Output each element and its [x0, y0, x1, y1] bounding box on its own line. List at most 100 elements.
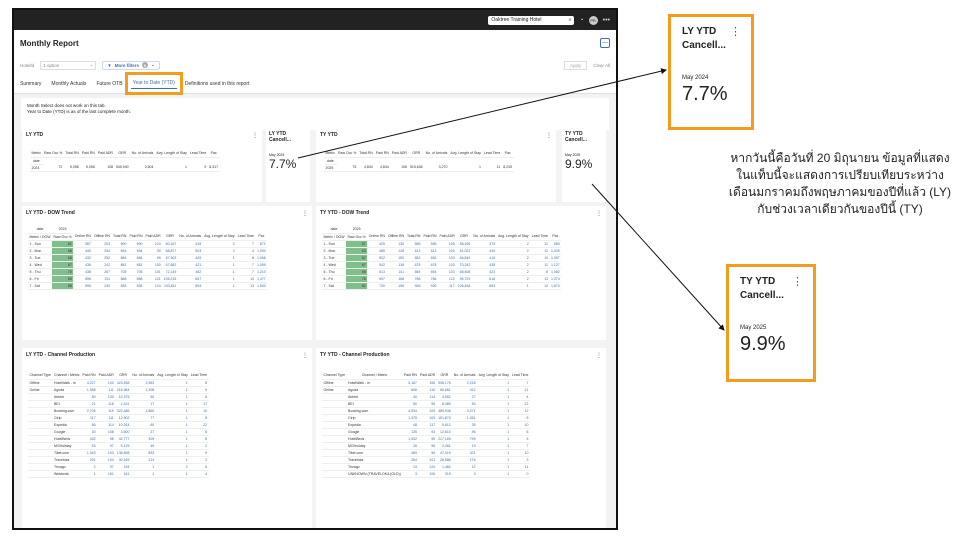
table-cell: 1 [154, 164, 189, 172]
tab-future-otb[interactable]: Future OTB [96, 80, 123, 87]
table-cell: 321 [452, 449, 478, 457]
table-cell [28, 463, 53, 471]
table-cell: 70 [52, 268, 74, 276]
table-cell: 8,240 [501, 164, 514, 172]
kebab-icon[interactable]: ⋮ [546, 133, 552, 139]
table-header: Channel / Metric [346, 372, 403, 380]
table-cell: 1 [477, 428, 511, 436]
table-header: No. of Arrivals [130, 372, 156, 380]
table-header: Paid ADR [96, 150, 115, 158]
table-cell: 95 [418, 435, 437, 443]
callout-value: 9.9% [740, 333, 786, 355]
kebab-icon[interactable]: ⋮ [302, 211, 308, 217]
table-row: 4 - Wed 67 542 136 678 678 103 70,242 438 2 11 1,12… [322, 261, 562, 269]
chevron-down-icon: ⌄ [151, 62, 155, 67]
table-cell: 49 [130, 442, 156, 450]
collapse-icon[interactable]: — [600, 38, 610, 48]
more-filters-label: More filters [114, 62, 139, 68]
table-cell: Airbnb [52, 393, 82, 401]
table-header: No. of Arrivals [471, 233, 497, 241]
table-cell: 319 [436, 470, 453, 478]
apply-button[interactable]: Apply [563, 60, 588, 70]
table-cell: Booking.com [52, 407, 82, 415]
table-cell: 3 [452, 470, 478, 478]
table-row: Tiket.com 489 96 47,019 321 1 10 [322, 449, 530, 457]
table-header: Avg. Length of Stay [496, 233, 531, 241]
table-cell: 4 [510, 393, 530, 401]
ty-dow-card: TY YTD - DOW Trend ⋮ date 2025 Metric / DO… [316, 206, 606, 340]
table-cell: 1 [477, 442, 511, 450]
card-title: TY YTD - Channel Production [320, 352, 390, 358]
kebab-icon[interactable]: ⋮ [596, 211, 602, 217]
table-cell: 291 [81, 456, 98, 464]
table-cell [28, 442, 53, 450]
table-cell [28, 407, 53, 415]
table-cell: 21 [81, 400, 98, 408]
table-cell [322, 421, 347, 429]
tab-ytd[interactable]: Year to Date (YTD) [124, 72, 183, 95]
table-cell: 119 [97, 407, 116, 415]
table-cell: 106 [390, 164, 409, 172]
tab-definitions[interactable]: Definitions used in this report [184, 80, 250, 87]
table-cell: 1,127 [549, 261, 562, 269]
tab-summary[interactable]: Summary [20, 80, 42, 87]
table-cell: 10,375 [115, 393, 131, 401]
table-cell: 1 [202, 261, 237, 269]
table-cell: 766 [421, 275, 438, 283]
more-filters-button[interactable]: ▼ More filters 0 ⌄ [102, 60, 160, 70]
hotel-filter-select[interactable]: 1 option ⌄ [40, 60, 97, 70]
table-cell: 110 [418, 386, 437, 394]
table-cell: 705 [127, 268, 144, 276]
table-cell [28, 456, 53, 464]
table-cell: 542 [367, 261, 387, 269]
table-header: GRR [162, 233, 178, 241]
tab-monthly-actuals[interactable]: Monthly Actuals [51, 80, 87, 87]
kebab-icon[interactable]: ⋮ [596, 353, 602, 359]
table-cell: Traveloka [346, 456, 403, 464]
table-cell: 267 [92, 268, 112, 276]
table-cell: 416 [471, 254, 497, 262]
table-cell: 4 [236, 247, 256, 255]
kebab-icon[interactable]: ⋮ [252, 133, 258, 139]
table-cell: 108 [96, 164, 115, 172]
table-cell: 2,461 [436, 442, 453, 450]
table-cell: 681 [127, 261, 144, 269]
table-cell: 2,705 [81, 407, 98, 415]
table-cell: 66,849 [456, 254, 472, 262]
kebab-icon[interactable]: ⋮ [302, 353, 308, 359]
more-icon[interactable]: ••• [602, 16, 610, 24]
table-cell: 485 [367, 247, 387, 255]
table-cell: 1 - Sun [322, 240, 346, 248]
ty-channel-card: TY YTD - Channel Production ⋮ Channel Ty… [316, 348, 606, 528]
table-cell: 27 [130, 428, 156, 436]
table-cell [322, 470, 347, 478]
table-cell: 150 [386, 254, 406, 262]
table-cell: 3,167 [402, 379, 419, 387]
table-cell: 515,646 [408, 164, 425, 172]
table-cell: 616 [471, 275, 497, 283]
table-cell: 926 [421, 282, 438, 290]
table-cell: Agoda [346, 386, 403, 394]
table-cell: 2 [189, 456, 209, 464]
table-cell: Online [322, 386, 347, 394]
table-cell: 214 [130, 456, 156, 464]
clear-all-button[interactable]: Clear All [593, 62, 610, 68]
ty-dow-table: date 2025 Metric / DOW Raw Occ % Online RN Of… [322, 226, 562, 290]
table-row: MGHoliday 26 95 2,461 19 1 7 [322, 442, 530, 450]
table-row: Booking.com 2,705 119 322,486 1,860 1 10 [28, 407, 209, 415]
table-cell: 1 [202, 275, 237, 283]
bulb-icon[interactable]: ◔ [579, 16, 584, 24]
table-cell: 3,600 [115, 428, 131, 436]
table-cell: 853 [130, 449, 156, 457]
table-cell: 11 [482, 164, 502, 172]
table-cell: 30 [81, 428, 98, 436]
table-row: Airbnb 80 130 10,375 50 1 8 [28, 393, 209, 401]
table-cell: 412 [452, 386, 478, 394]
hotel-selector[interactable]: Oaktree Training Hotel ⌕ [488, 15, 575, 25]
table-cell: 1 [155, 428, 190, 436]
avatar[interactable]: PR [588, 15, 598, 25]
table-cell: 1,477 [255, 275, 268, 283]
table-cell: 926 [405, 282, 422, 290]
table-cell: 12 [530, 282, 550, 290]
table-cell: 95,729 [456, 275, 472, 283]
